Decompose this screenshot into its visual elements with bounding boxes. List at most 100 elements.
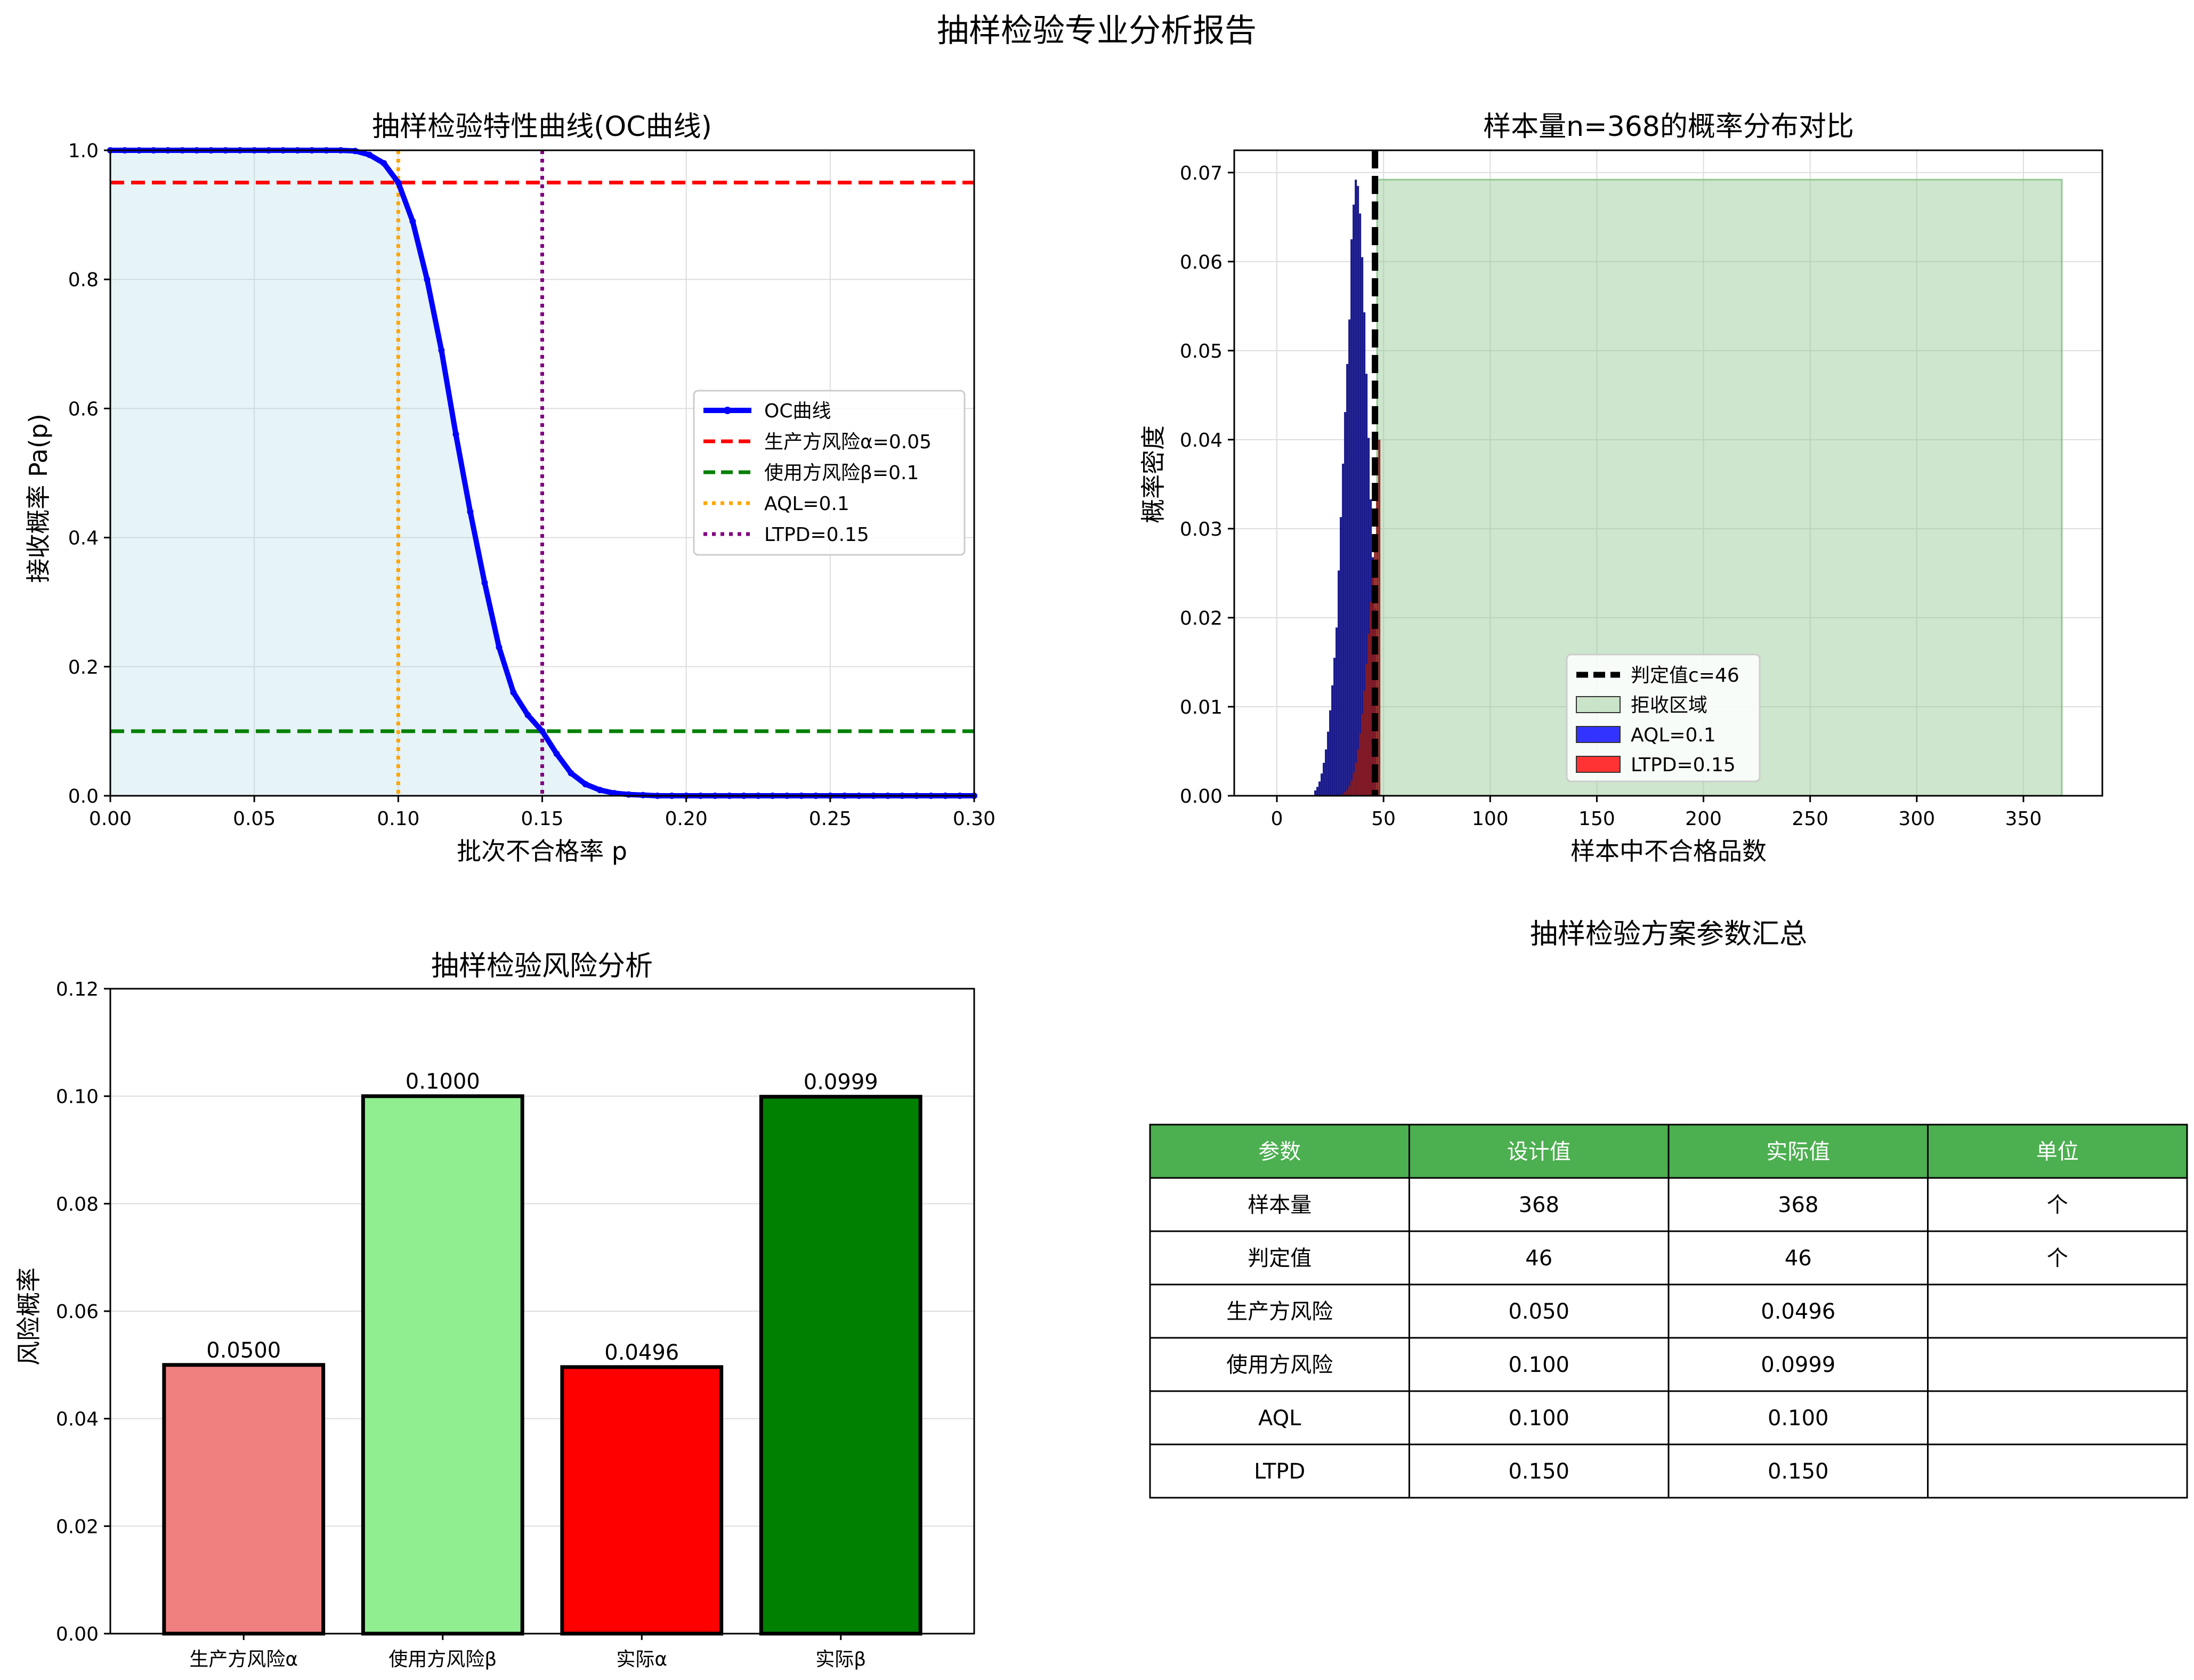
oc-legend-label: AQL=0.1 bbox=[764, 493, 849, 515]
risk-bar-value-label: 0.0496 bbox=[604, 1340, 679, 1365]
table-cell bbox=[1927, 1337, 2188, 1392]
dist-legend-label: AQL=0.1 bbox=[1631, 724, 1716, 746]
oc-acceptance-fill bbox=[110, 150, 974, 796]
table-cell-text: AQL bbox=[1258, 1406, 1301, 1431]
oc-curve-point bbox=[438, 347, 445, 354]
table-cell bbox=[1667, 1337, 1929, 1392]
oc-y-tick-label: 0.8 bbox=[68, 269, 99, 291]
dist-aql-bar bbox=[1357, 185, 1359, 796]
table-cell bbox=[1149, 1443, 1410, 1499]
table-cell-text: 0.150 bbox=[1768, 1459, 1829, 1484]
distribution-panel: 样本量n=368的概率分布对比 样本中不合格品数 概率密度 0 50 100 150 2… bbox=[1139, 111, 2103, 866]
table-cell-text: 0.050 bbox=[1508, 1299, 1569, 1324]
dist-legend-label: 判定值c=46 bbox=[1631, 665, 1739, 686]
table-header-label: 参数 bbox=[1258, 1140, 1301, 1164]
table-header-label: 设计值 bbox=[1507, 1140, 1571, 1164]
table-cell bbox=[1408, 1390, 1670, 1445]
dist-ltpd-bar bbox=[1363, 690, 1366, 796]
dist-x-tick-label: 250 bbox=[1792, 808, 1828, 830]
table-cell-text: 判定值 bbox=[1248, 1246, 1311, 1271]
dist-ltpd-bar bbox=[1353, 772, 1355, 796]
oc-x-tick-label: 0.05 bbox=[233, 808, 276, 830]
risk-chart-title: 抽样检验风险分析 bbox=[431, 950, 653, 982]
oc-x-tick-label: 0.20 bbox=[665, 808, 708, 830]
dist-aql-bar bbox=[1359, 213, 1362, 796]
risk-y-tick-label: 0.10 bbox=[56, 1086, 99, 1108]
table-cell bbox=[1927, 1283, 2188, 1339]
dist-aql-bar bbox=[1329, 710, 1332, 796]
dist-x-tick-label: 150 bbox=[1578, 808, 1615, 830]
risk-bar bbox=[560, 1365, 724, 1636]
oc-legend-label: 使用方风险β=0.1 bbox=[764, 462, 919, 484]
dist-y-tick-label: 0.07 bbox=[1180, 163, 1223, 184]
dist-aql-bar bbox=[1331, 685, 1334, 796]
dist-aql-bar bbox=[1325, 749, 1327, 796]
dist-aql-bar bbox=[1350, 239, 1353, 796]
oc-x-tick-label: 0.10 bbox=[377, 808, 419, 830]
table-cell bbox=[1667, 1230, 1929, 1286]
table-cell bbox=[1408, 1443, 1670, 1499]
table-cell-text: 0.0999 bbox=[1761, 1353, 1835, 1377]
table-cell-text: 46 bbox=[1525, 1246, 1552, 1271]
dist-ltpd-bar bbox=[1344, 792, 1347, 796]
table-cell bbox=[1927, 1177, 2188, 1232]
oc-curve-point bbox=[568, 770, 574, 777]
table-cell-text: 0.100 bbox=[1768, 1406, 1829, 1431]
oc-x-tick-label: 0.00 bbox=[89, 808, 132, 830]
risk-bar-value-label: 0.0500 bbox=[206, 1338, 281, 1363]
risk-y-tick-label: 0.06 bbox=[56, 1301, 99, 1323]
risk-y-tick-label: 0.02 bbox=[56, 1516, 99, 1538]
oc-curve-point bbox=[596, 787, 603, 794]
oc-legend-label: LTPD=0.15 bbox=[764, 524, 869, 546]
oc-curve-point bbox=[496, 644, 503, 651]
dist-ltpd-bar bbox=[1359, 733, 1362, 796]
oc-curve-point bbox=[481, 579, 488, 586]
report-title: 抽样检验专业分析报告 bbox=[937, 12, 1257, 50]
dist-ltpd-bar bbox=[1348, 786, 1351, 796]
dist-x-tick-label: 100 bbox=[1472, 808, 1509, 830]
dist-x-tick-label: 200 bbox=[1685, 808, 1722, 830]
dist-ltpd-bar bbox=[1365, 664, 1368, 796]
risk-panel: 抽样检验风险分析 风险概率 0.0500 生产方风险α 0.1000 使用方风险β 0.… bbox=[14, 950, 975, 1670]
oc-curve-point bbox=[582, 781, 589, 788]
table-cell bbox=[1149, 1390, 1410, 1445]
dist-aql-bar bbox=[1342, 463, 1345, 796]
dist-y-tick-label: 0.05 bbox=[1180, 341, 1223, 362]
risk-category-label: 实际β bbox=[815, 1649, 866, 1670]
dist-aql-bar bbox=[1348, 319, 1351, 796]
oc-y-tick-label: 0.0 bbox=[68, 786, 99, 807]
dist-aql-bar bbox=[1355, 180, 1357, 796]
dist-x-tick-label: 300 bbox=[1898, 808, 1935, 830]
dist-legend-box bbox=[1566, 653, 1761, 782]
oc-x-axis-label: 批次不合格率 p bbox=[457, 837, 627, 866]
table-cell-text: 46 bbox=[1785, 1246, 1812, 1271]
dist-plot-frame bbox=[1233, 149, 2103, 797]
dist-aql-bar bbox=[1318, 781, 1321, 796]
table-cell-text: 0.0496 bbox=[1761, 1299, 1835, 1324]
risk-y-tick-label: 0.08 bbox=[56, 1193, 99, 1215]
dist-legend-swatch bbox=[1576, 726, 1621, 743]
table-header-label: 单位 bbox=[2036, 1140, 2079, 1164]
oc-legend-label: OC曲线 bbox=[764, 400, 831, 422]
table-cell-text: 样本量 bbox=[1248, 1193, 1311, 1217]
risk-bar bbox=[361, 1094, 524, 1636]
dist-x-axis-label: 样本中不合格品数 bbox=[1570, 837, 1767, 866]
risk-bar-value-label: 0.1000 bbox=[406, 1070, 480, 1094]
oc-x-tick-label: 0.15 bbox=[521, 808, 563, 830]
dist-aql-bar bbox=[1335, 627, 1338, 796]
risk-category-label: 实际α bbox=[616, 1649, 667, 1670]
oc-curve-point bbox=[625, 791, 632, 798]
oc-curve-point bbox=[467, 508, 474, 515]
dist-aql-bar bbox=[1363, 312, 1366, 796]
oc-curve-panel: 抽样检验特性曲线(OC曲线) 批次不合格率 p 接收概率 Pa(p) 0.00 0… bbox=[24, 111, 995, 866]
risk-bar bbox=[162, 1363, 326, 1636]
risk-bar bbox=[759, 1095, 922, 1636]
dist-aql-bar bbox=[1365, 374, 1368, 796]
dist-ltpd-bar bbox=[1342, 794, 1345, 796]
risk-y-tick-label: 0.12 bbox=[56, 979, 99, 1000]
table-cell-text: 生产方风险 bbox=[1226, 1299, 1333, 1324]
oc-y-tick-label: 0.2 bbox=[68, 657, 99, 679]
oc-curve-point bbox=[395, 179, 402, 186]
dist-y-tick-label: 0.02 bbox=[1180, 608, 1223, 629]
